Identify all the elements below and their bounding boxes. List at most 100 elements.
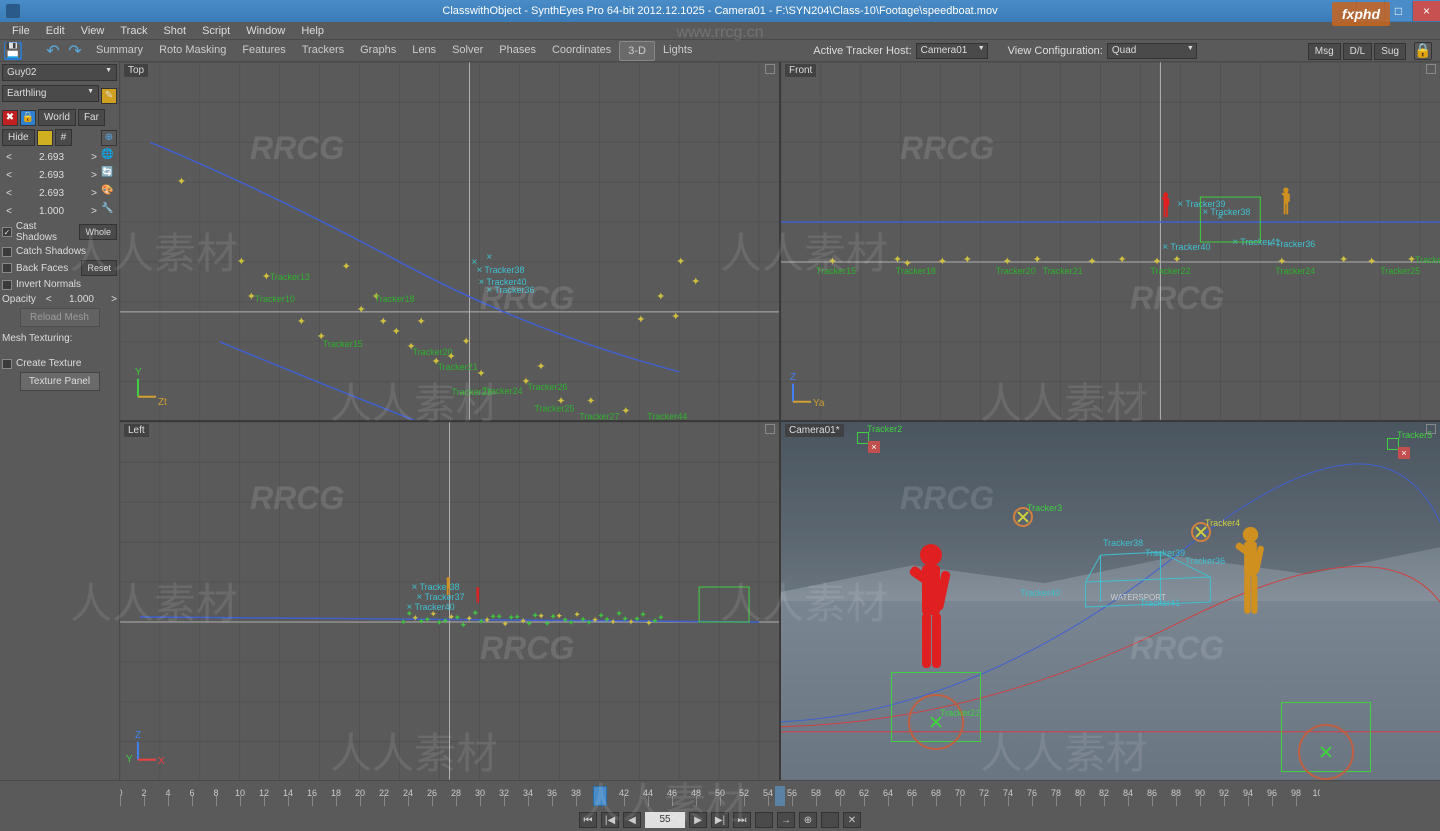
host-select[interactable]: Camera01 [916, 43, 988, 59]
value-decrease[interactable]: < [2, 206, 16, 217]
transform-value[interactable]: 2.693 [16, 170, 87, 181]
playback-button[interactable]: ⏭ [733, 812, 751, 828]
mesh-select[interactable]: Earthling [2, 85, 99, 102]
target-icon[interactable]: ⊕ [101, 130, 117, 146]
frame-input[interactable]: 55 [645, 812, 685, 828]
playback-button[interactable]: ▶ [689, 812, 707, 828]
viewport-expand-icon[interactable] [1426, 64, 1436, 74]
hide-button[interactable]: Hide [2, 129, 35, 146]
tab-roto-masking[interactable]: Roto Masking [151, 41, 234, 61]
timeline-tick-label: 72 [979, 788, 989, 798]
transform-value[interactable]: 2.693 [16, 152, 87, 163]
menu-help[interactable]: Help [293, 23, 332, 39]
transform-value[interactable]: 1.000 [16, 206, 87, 217]
edit-icon[interactable]: ✎ [101, 88, 117, 104]
transform-icon[interactable]: 🎨 [101, 185, 117, 201]
color-swatch[interactable] [37, 130, 53, 146]
timeline[interactable]: 0246810121416182022242628303234363840424… [0, 780, 1440, 810]
texture-panel-button[interactable]: Texture Panel [20, 372, 100, 391]
viewport-top[interactable]: Top ✦✦Tracker13✦Tracker10✦✦Tracker15✦✦✦T… [120, 62, 779, 420]
timeline-tick-label: 16 [307, 788, 317, 798]
reload-mesh-button[interactable]: Reload Mesh [20, 308, 100, 327]
checkbox-back-faces[interactable] [2, 263, 12, 273]
tab-graphs[interactable]: Graphs [352, 41, 404, 61]
value-increase[interactable]: > [87, 152, 101, 163]
toolbar-btn-sug[interactable]: Sug [1374, 43, 1406, 60]
transform-icon[interactable]: 🌐 [101, 149, 117, 165]
playback-button[interactable]: ✕ [843, 812, 861, 828]
menu-track[interactable]: Track [112, 23, 155, 39]
window-title: ClasswithObject - SynthEyes Pro 64-bit 2… [442, 5, 997, 17]
menu-view[interactable]: View [73, 23, 113, 39]
undo-icon[interactable]: ↶ [44, 42, 62, 60]
tab-features[interactable]: Features [234, 41, 293, 61]
main-toolbar: 💾 ↶ ↷ SummaryRoto MaskingFeaturesTracker… [0, 40, 1440, 62]
check-btn[interactable]: Reset [81, 260, 117, 276]
viewport-front[interactable]: Front ✦Tracker15✦✦Tracker18✦✦✦Tracker20✦… [781, 62, 1440, 420]
tab-summary[interactable]: Summary [88, 41, 151, 61]
hash-button[interactable]: # [55, 129, 73, 146]
tab-trackers[interactable]: Trackers [294, 41, 352, 61]
viewport-expand-icon[interactable] [765, 64, 775, 74]
checkbox-invert-normals[interactable] [2, 280, 12, 290]
tab-3-d[interactable]: 3-D [619, 41, 655, 61]
tab-lens[interactable]: Lens [404, 41, 444, 61]
value-increase[interactable]: > [87, 206, 101, 217]
check-btn[interactable]: Whole [79, 224, 117, 240]
tracker-label: Tracker22 [940, 708, 980, 718]
timeline-tick-label: 12 [259, 788, 269, 798]
delete-icon[interactable]: ✖ [2, 110, 18, 126]
timeline-cursor[interactable] [593, 786, 607, 806]
value-decrease[interactable]: < [2, 170, 16, 181]
tab-solver[interactable]: Solver [444, 41, 491, 61]
lock-mesh-icon[interactable]: 🔒 [20, 110, 36, 126]
menu-file[interactable]: File [4, 23, 38, 39]
playback-button[interactable]: ⏮ [579, 812, 597, 828]
transform-icon[interactable]: 🔧 [101, 203, 117, 219]
svg-text:Tracker21: Tracker21 [438, 362, 478, 372]
playback-button[interactable]: |◀ [601, 812, 619, 828]
transform-value[interactable]: 2.693 [16, 188, 87, 199]
toolbar-btn-d/l[interactable]: D/L [1343, 43, 1373, 60]
lock-icon[interactable]: 🔒 [1414, 42, 1432, 60]
tracker-close-icon[interactable]: × [1398, 447, 1410, 459]
opacity-value[interactable]: 1.000 [54, 294, 109, 305]
playback-button[interactable]: ◀ [623, 812, 641, 828]
world-button[interactable]: World [38, 109, 76, 126]
playback-button[interactable]: ⊕ [799, 812, 817, 828]
tab-coordinates[interactable]: Coordinates [544, 41, 619, 61]
menu-shot[interactable]: Shot [155, 23, 194, 39]
checkbox-cast-shadows[interactable]: ✓ [2, 227, 12, 237]
tracker-close-icon[interactable]: × [868, 441, 880, 453]
create-texture-checkbox[interactable] [2, 359, 12, 369]
timeline-ruler[interactable]: 0246810121416182022242628303234363840424… [120, 786, 1320, 806]
timeline-tick-label: 86 [1147, 788, 1157, 798]
object-select[interactable]: Guy02 [2, 64, 117, 81]
playback-button[interactable]: → [777, 812, 795, 828]
viewport-expand-icon[interactable] [1426, 424, 1436, 434]
menu-script[interactable]: Script [194, 23, 238, 39]
toolbar-btn-msg[interactable]: Msg [1308, 43, 1341, 60]
view-config-select[interactable]: Quad [1107, 43, 1197, 59]
playback-button[interactable] [755, 812, 773, 828]
value-decrease[interactable]: < [2, 152, 16, 163]
close-button[interactable]: × [1412, 1, 1440, 21]
save-icon[interactable]: 💾 [4, 42, 22, 60]
value-increase[interactable]: > [87, 170, 101, 181]
tab-lights[interactable]: Lights [655, 41, 700, 61]
viewport-camera[interactable]: Camera01* WATERSPORT ×Tracker2×Tracker5T… [781, 422, 1440, 780]
redo-icon[interactable]: ↷ [66, 42, 84, 60]
transform-icon[interactable]: 🔄 [101, 167, 117, 183]
viewport-expand-icon[interactable] [765, 424, 775, 434]
menu-window[interactable]: Window [238, 23, 293, 39]
svg-text:✦: ✦ [417, 316, 426, 328]
value-decrease[interactable]: < [2, 188, 16, 199]
menu-edit[interactable]: Edit [38, 23, 73, 39]
far-button[interactable]: Far [78, 109, 105, 126]
viewport-left[interactable]: Left ✦✦✦✦✦✦✦✦✦✦✦✦✦✦✦✦✦✦✦✦✦✦✦✦✦✦✦✦✦✦✦✦✦✦✦… [120, 422, 779, 780]
value-increase[interactable]: > [87, 188, 101, 199]
tab-phases[interactable]: Phases [491, 41, 544, 61]
playback-button[interactable]: ▶| [711, 812, 729, 828]
checkbox-catch-shadows[interactable] [2, 247, 12, 257]
playback-button[interactable] [821, 812, 839, 828]
